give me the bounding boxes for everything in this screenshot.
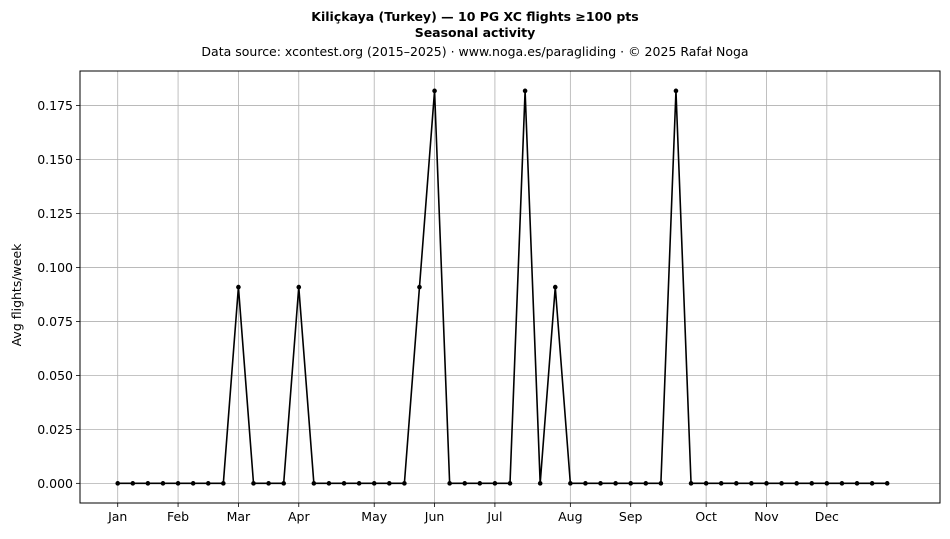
data-point xyxy=(266,481,271,486)
y-axis: 0.000 0.025 0.050 0.075 0.100 0.125 0.150 0.175 xyxy=(37,98,80,491)
y-tick-label: 0.175 xyxy=(37,98,73,113)
data-point xyxy=(537,481,543,486)
data-point xyxy=(824,481,830,486)
data-point xyxy=(190,481,196,486)
data-point xyxy=(522,88,528,94)
data-point xyxy=(341,481,347,486)
data-point xyxy=(884,481,890,486)
x-tick-label: May xyxy=(361,509,387,524)
data-point xyxy=(145,481,151,486)
data-point xyxy=(598,481,603,486)
y-tick-label: 0.150 xyxy=(37,152,73,167)
data-point xyxy=(613,481,618,486)
data-point xyxy=(221,481,226,486)
data-point xyxy=(402,481,407,486)
y-tick-label: 0.025 xyxy=(37,422,73,437)
data-point xyxy=(205,481,211,486)
data-point xyxy=(477,481,483,486)
data-point xyxy=(583,481,588,486)
data-point xyxy=(552,284,558,290)
data-point xyxy=(869,481,875,486)
x-tick-label: Apr xyxy=(288,509,310,524)
x-tick-label: Jun xyxy=(424,509,445,524)
data-point xyxy=(356,481,362,486)
y-tick-label: 0.075 xyxy=(37,314,73,329)
x-tick-label: Jan xyxy=(107,509,127,524)
y-tick-label: 0.000 xyxy=(37,476,73,491)
x-tick-label: Nov xyxy=(754,509,779,524)
data-point xyxy=(296,284,302,290)
y-axis-label: Avg flights/week xyxy=(9,243,24,347)
x-tick-label: Sep xyxy=(619,509,643,524)
data-point xyxy=(462,481,468,486)
data-point xyxy=(371,481,377,486)
data-point xyxy=(688,481,694,486)
data-point xyxy=(281,481,286,486)
y-tick-label: 0.100 xyxy=(37,260,73,275)
data-point xyxy=(764,481,769,486)
data-point xyxy=(568,481,573,486)
data-point xyxy=(854,481,860,486)
data-point xyxy=(703,481,709,486)
x-tick-label: Oct xyxy=(695,509,717,524)
data-point xyxy=(628,481,634,486)
series-polyline xyxy=(117,90,888,485)
data-point xyxy=(417,284,422,290)
data-point xyxy=(734,481,739,486)
data-point xyxy=(507,481,513,486)
x-axis: Jan Feb Mar Apr May Jun Jul Aug Sep Oct Nov Dec xyxy=(107,503,839,524)
x-tick-label: Mar xyxy=(227,509,251,524)
series-line xyxy=(117,90,888,485)
data-point xyxy=(673,88,679,94)
data-point xyxy=(311,481,317,486)
chart-title-line2: Seasonal activity xyxy=(415,25,536,40)
chart-subtitle: Data source: xcontest.org (2015–2025) · … xyxy=(201,44,748,59)
data-point xyxy=(175,481,181,486)
data-point xyxy=(794,481,799,486)
data-point xyxy=(326,481,332,486)
x-tick-label: Jul xyxy=(486,509,502,524)
data-point xyxy=(447,481,452,486)
data-point xyxy=(386,481,392,486)
data-point xyxy=(718,481,724,486)
y-tick-label: 0.050 xyxy=(37,368,73,383)
y-tick-label: 0.125 xyxy=(37,206,73,221)
data-point xyxy=(749,481,754,486)
chart-title: Kiliçkaya (Turkey) — 10 PG XC flights ≥1… xyxy=(311,9,638,24)
data-point xyxy=(809,481,815,486)
data-point xyxy=(251,481,256,486)
data-point xyxy=(779,481,784,486)
data-point xyxy=(160,481,166,486)
data-point xyxy=(658,481,664,486)
series-points xyxy=(115,88,890,486)
data-point xyxy=(115,481,121,486)
data-point xyxy=(492,481,498,486)
x-tick-label: Feb xyxy=(167,509,189,524)
data-point xyxy=(643,481,649,486)
plot-frame xyxy=(79,70,941,504)
data-point xyxy=(839,481,845,486)
data-point xyxy=(236,284,241,290)
data-point xyxy=(432,88,437,94)
x-tick-label: Aug xyxy=(558,509,582,524)
x-tick-label: Dec xyxy=(815,509,839,524)
data-point xyxy=(130,481,136,486)
